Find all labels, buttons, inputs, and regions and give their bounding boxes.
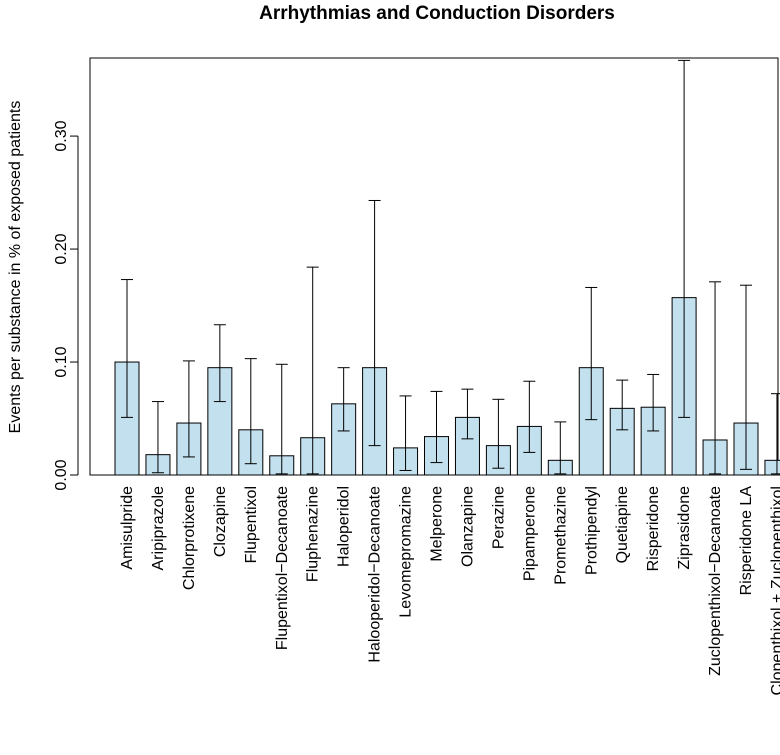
x-tick-label: Amisulpride xyxy=(119,486,136,570)
error-bar xyxy=(709,281,722,475)
error-bar xyxy=(678,59,691,418)
y-axis-ticks: 0.00 0.10 0.20 0.30 xyxy=(53,120,78,491)
error-bar xyxy=(368,199,381,447)
error-bar xyxy=(399,395,412,471)
x-tick-label: Quetiapine xyxy=(614,486,631,563)
x-tick-label: Olanzapine xyxy=(459,486,476,567)
error-bar xyxy=(337,367,350,432)
error-bar xyxy=(430,390,443,464)
error-bar xyxy=(306,266,319,475)
y-tick-label: 0.30 xyxy=(53,120,70,151)
y-axis-label: Events per substance in % of exposed pat… xyxy=(7,101,24,434)
x-tick-label: Perazine xyxy=(490,486,507,549)
x-tick-label: Melperone xyxy=(429,486,446,562)
x-tick-label: Fluphenazine xyxy=(305,486,322,582)
x-tick-label: Levomepromazine xyxy=(398,486,415,618)
y-tick-label: 0.10 xyxy=(53,346,70,377)
error-bar xyxy=(151,401,164,474)
x-tick-label: Chlorprotixene xyxy=(181,486,198,590)
y-tick-label: 0.20 xyxy=(53,233,70,264)
x-tick-label: Halooperidol−Decanoate xyxy=(367,486,384,663)
x-tick-label: Risperidone xyxy=(645,486,662,571)
x-tick-label: Clozapine xyxy=(212,486,229,557)
x-tick-label: Ziprasidone xyxy=(676,486,693,570)
error-bar xyxy=(492,398,505,469)
error-bars xyxy=(121,59,780,475)
error-bar xyxy=(121,279,133,418)
x-tick-label: Flupentixol−Decanoate xyxy=(274,486,291,650)
x-tick-label: Risperidone LA xyxy=(738,486,755,596)
x-axis-tick-labels: Amisulpride Aripiprazole Chlorprotixene Clo… xyxy=(119,486,780,696)
x-tick-label: Prothipendyl xyxy=(583,486,600,575)
error-bar xyxy=(523,380,536,453)
x-tick-label: Promethazine xyxy=(552,486,569,585)
x-tick-label: Zuclopenthixol−Decanoate xyxy=(707,486,724,676)
chart-title: Arrhythmias and Conduction Disorders xyxy=(259,3,615,24)
error-bar xyxy=(275,363,288,475)
y-tick-label: 0.00 xyxy=(53,459,70,490)
error-bar xyxy=(461,388,474,440)
error-bar xyxy=(244,358,257,465)
error-bar xyxy=(647,373,660,432)
x-tick-label: Aripiprazole xyxy=(150,486,167,571)
error-bar xyxy=(616,379,629,431)
error-bar xyxy=(554,421,567,475)
error-bar xyxy=(585,286,598,421)
bar xyxy=(764,459,780,476)
error-bar xyxy=(213,324,226,403)
x-tick-label: Pipamperone xyxy=(521,486,538,581)
x-tick-label: Haloperidol xyxy=(336,486,353,567)
error-bar xyxy=(740,284,752,470)
bars xyxy=(114,297,780,476)
error-bar xyxy=(770,393,780,475)
error-bar xyxy=(182,360,195,458)
x-tick-label: Flupentixol xyxy=(243,486,260,563)
x-tick-label: Clopenthixol + Zuclopenthixol xyxy=(769,486,780,695)
